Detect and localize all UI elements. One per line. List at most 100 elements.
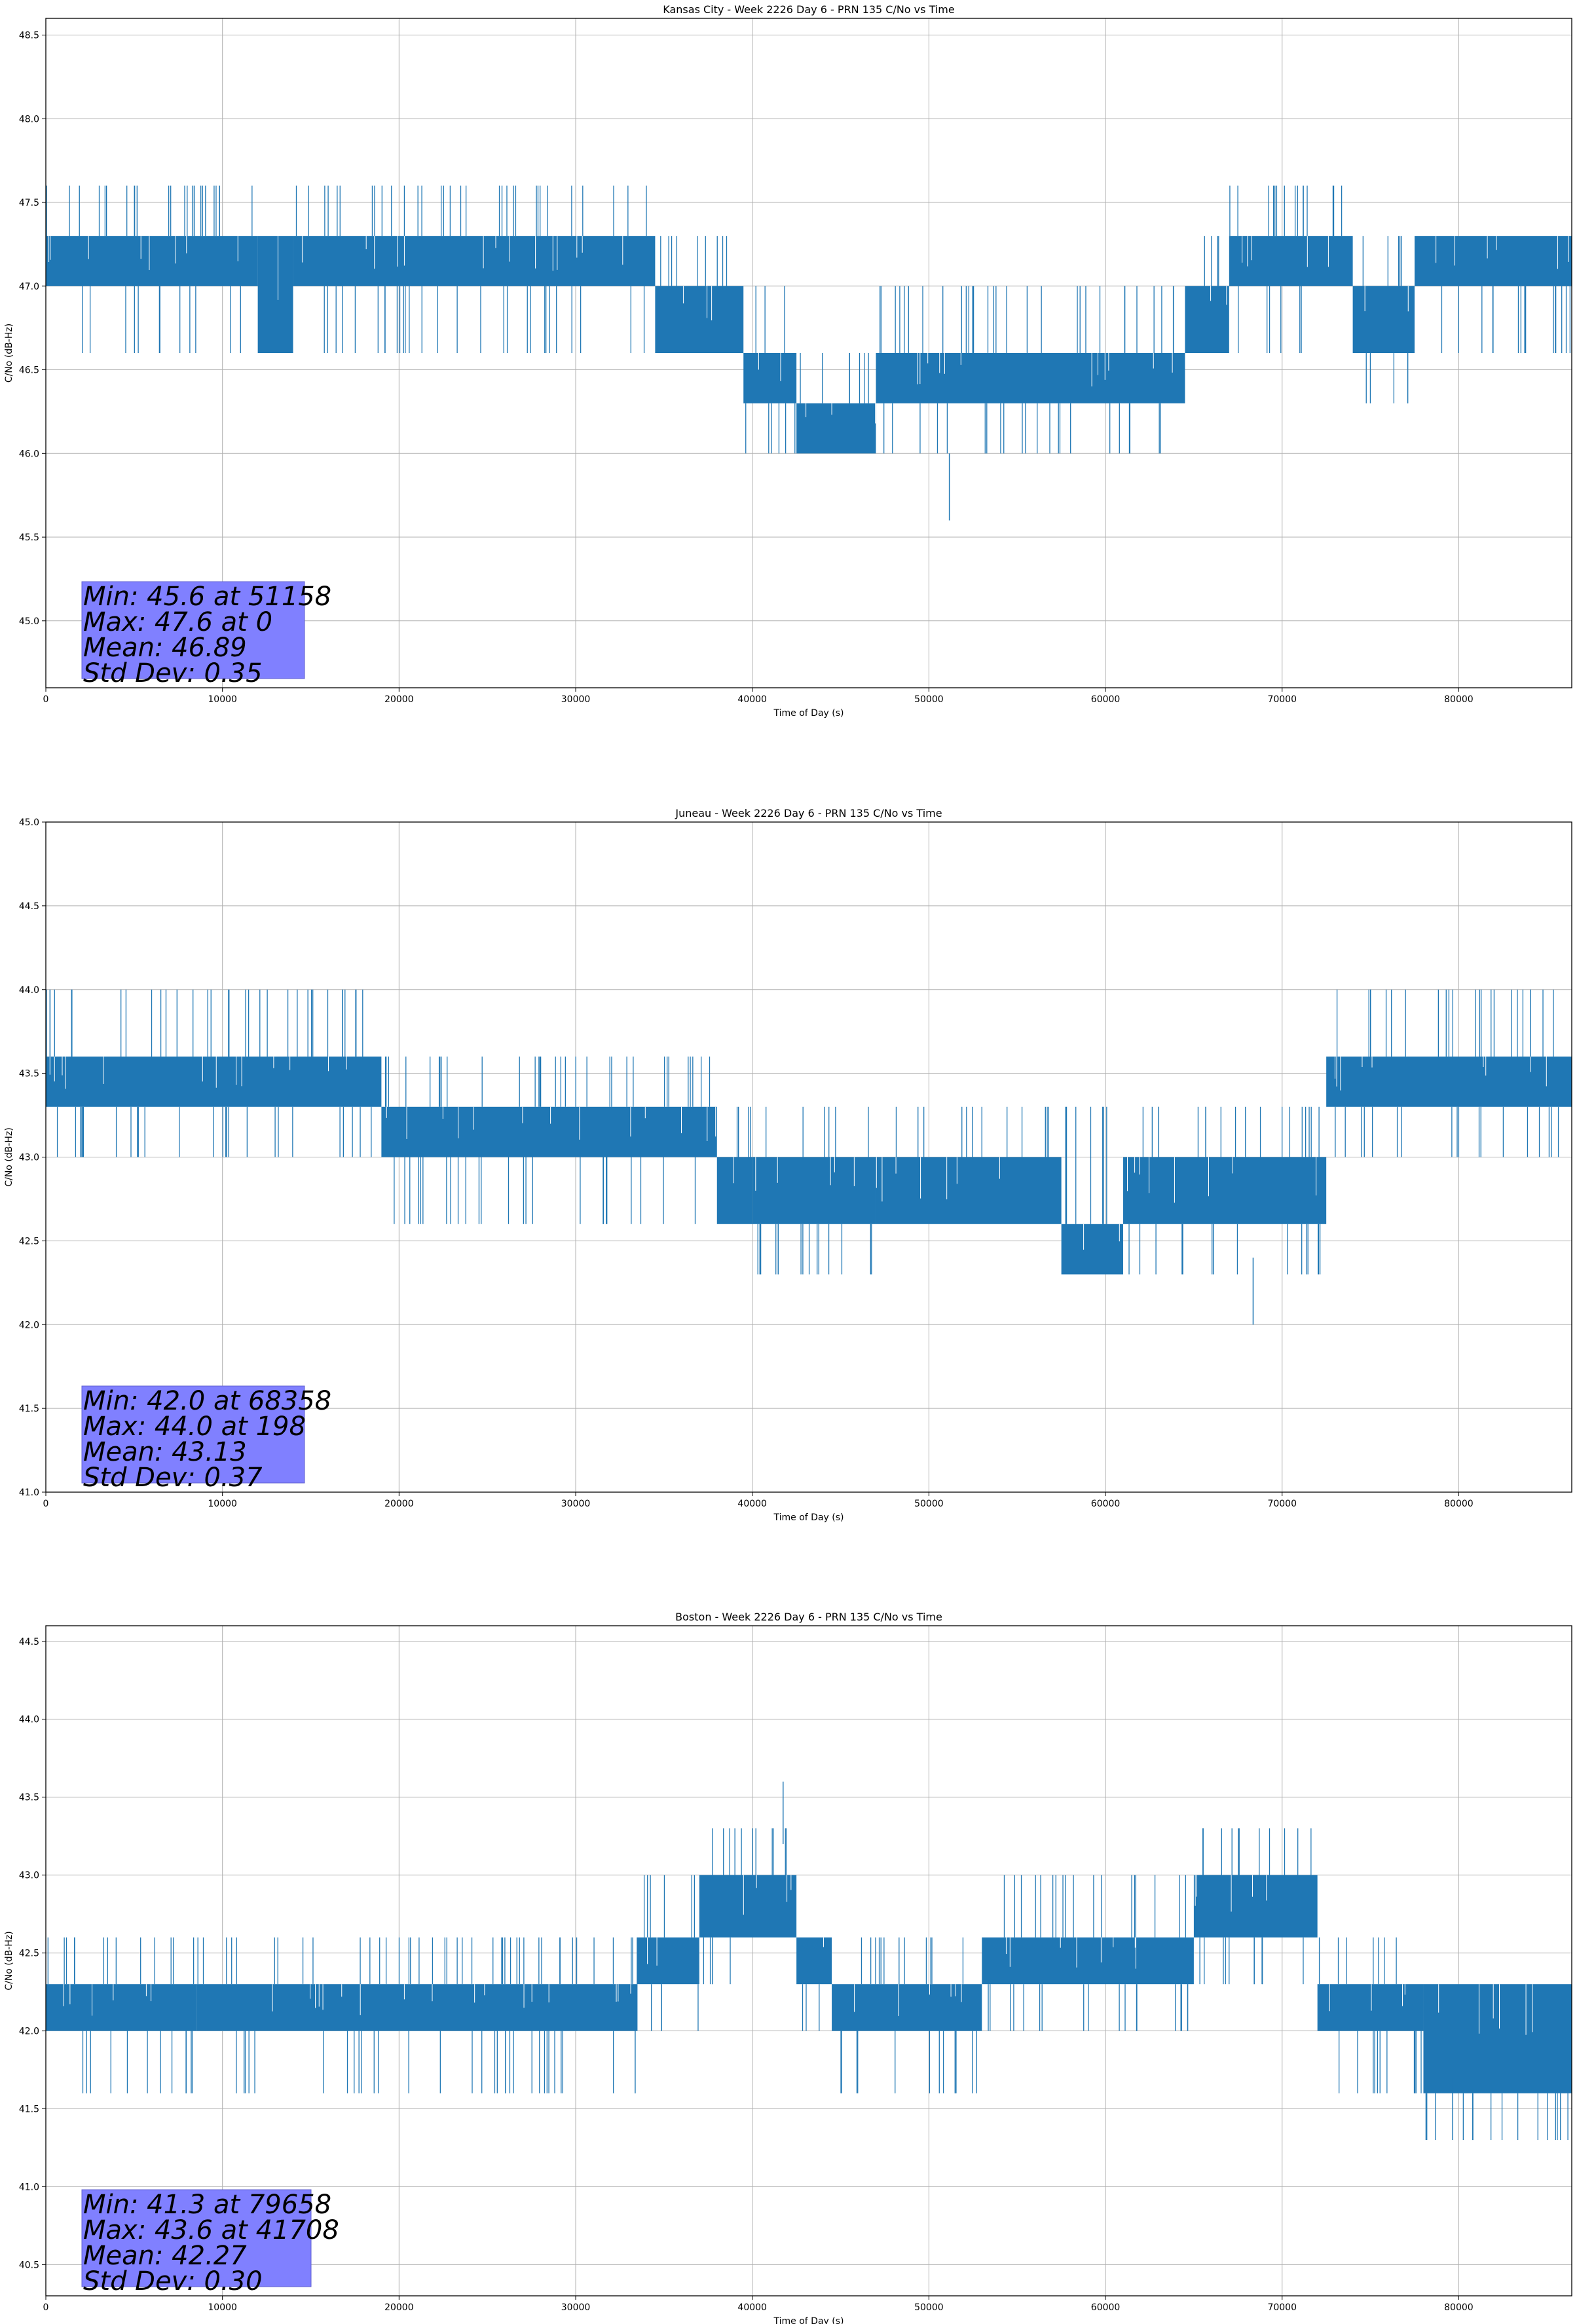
data-band [796, 403, 876, 454]
y-tick-label: 44.5 [19, 901, 39, 912]
x-tick-label: 10000 [208, 2302, 237, 2313]
x-tick-label: 10000 [208, 694, 237, 705]
x-tick-label: 20000 [384, 1499, 414, 1509]
data-band [1061, 1224, 1124, 1275]
x-tick-label: 40000 [737, 694, 767, 705]
x-tick-label: 20000 [384, 2302, 414, 2313]
y-tick-label: 44.0 [19, 1715, 39, 1725]
stats-line: Min: 42.0 at 68358 [83, 1386, 331, 1416]
y-tick-label: 45.0 [19, 616, 39, 627]
data-series [46, 1781, 1572, 2141]
chart-panel-0: 0 10000 20000 30000 40000 50000 60000 70000 8000… [4, 3, 1572, 719]
data-series [46, 185, 1572, 521]
y-tick-label: 41.5 [19, 1404, 39, 1414]
y-tick-label: 46.5 [19, 365, 39, 376]
stats-line: Max: 47.6 at 0 [83, 607, 272, 637]
chart-title: Juneau - Week 2226 Day 6 - PRN 135 C/No … [675, 807, 942, 819]
data-band [46, 236, 258, 286]
stats-line: Mean: 42.27 [83, 2241, 247, 2271]
stats-line: Mean: 43.13 [83, 1437, 247, 1467]
stats-box [81, 581, 305, 679]
y-tick-label: 42.5 [19, 1236, 39, 1246]
chart-title: Kansas City - Week 2226 Day 6 - PRN 135 … [663, 3, 954, 16]
data-band [743, 353, 797, 403]
stats-line: Min: 45.6 at 51158 [83, 582, 331, 612]
data-band [257, 236, 293, 353]
y-tick-label: 42.0 [19, 1320, 39, 1330]
data-band [46, 1984, 196, 2031]
data-band [1193, 1875, 1318, 1938]
x-tick-label: 80000 [1444, 1499, 1474, 1509]
y-tick-label: 44.0 [19, 985, 39, 996]
x-tick-label: 80000 [1444, 694, 1474, 705]
axes-frame [45, 1625, 1572, 2296]
x-tick-label: 40000 [737, 1499, 767, 1509]
data-band [982, 1937, 1194, 1985]
y-tick-label: 47.5 [19, 198, 39, 208]
data-band [637, 1937, 699, 1985]
y-tick-label: 43.5 [19, 1793, 39, 1803]
data-band [1185, 286, 1229, 353]
data-band [716, 1157, 752, 1224]
y-tick-label: 45.5 [19, 533, 39, 543]
stats-line: Min: 41.3 at 79658 [83, 2190, 331, 2220]
data-band [1414, 236, 1572, 286]
y-tick-label: 48.5 [19, 31, 39, 41]
y-axis-label: C/No (dB-Hz) [4, 1931, 14, 1990]
y-axis-label: C/No (dB-Hz) [4, 324, 14, 383]
data-band [1123, 1157, 1327, 1224]
x-tick-label: 70000 [1267, 2302, 1297, 2313]
x-tick-label: 70000 [1267, 694, 1297, 705]
stats-line: Std Dev: 0.37 [83, 1463, 263, 1493]
x-tick-label: 30000 [561, 2302, 591, 2313]
y-tick-label: 41.0 [19, 1488, 39, 1498]
stats-line: Max: 43.6 at 41708 [83, 2215, 339, 2245]
x-tick-label: 60000 [1091, 694, 1121, 705]
x-axis-label: Time of Day (s) [773, 1512, 844, 1523]
y-tick-label: 46.0 [19, 449, 39, 459]
y-tick-label: 42.0 [19, 2027, 39, 2037]
y-tick-label: 43.5 [19, 1069, 39, 1079]
x-tick-label: 20000 [384, 694, 414, 705]
chart-panel-1: 0 10000 20000 30000 40000 50000 60000 70000 8000… [4, 807, 1572, 1523]
y-tick-label: 48.0 [19, 114, 39, 124]
x-tick-label: 60000 [1091, 1499, 1121, 1509]
y-tick-label: 43.0 [19, 1153, 39, 1163]
x-tick-label: 0 [43, 694, 49, 705]
data-band [655, 286, 744, 353]
data-band [1352, 286, 1415, 353]
x-tick-label: 30000 [561, 1499, 591, 1509]
y-tick-label: 41.0 [19, 2182, 39, 2192]
x-tick-label: 50000 [914, 694, 944, 705]
chart-panel-2: 0 10000 20000 30000 40000 50000 60000 70000 8000… [4, 1611, 1572, 2324]
x-tick-label: 80000 [1444, 2302, 1474, 2313]
y-axis-label: C/No (dB-Hz) [4, 1127, 14, 1186]
data-band [381, 1106, 717, 1157]
x-tick-label: 0 [43, 2302, 49, 2313]
data-band [1229, 236, 1353, 286]
y-tick-label: 41.5 [19, 2105, 39, 2115]
x-tick-label: 40000 [737, 2302, 767, 2313]
y-tick-label: 45.0 [19, 817, 39, 828]
data-band [832, 1984, 982, 2031]
data-band [1423, 1984, 1572, 2093]
x-tick-label: 0 [43, 1499, 49, 1509]
data-band [876, 1157, 1062, 1224]
data-band [796, 1937, 832, 1985]
x-axis-label: Time of Day (s) [773, 708, 844, 719]
x-axis-label: Time of Day (s) [773, 2316, 844, 2324]
stats-box [81, 2189, 312, 2287]
x-tick-label: 50000 [914, 2302, 944, 2313]
stats-line: Mean: 46.89 [83, 633, 247, 663]
data-band [752, 1157, 876, 1224]
y-tick-label: 40.5 [19, 2260, 39, 2270]
data-band [46, 1057, 382, 1107]
x-tick-label: 70000 [1267, 1499, 1297, 1509]
data-band [876, 353, 1185, 403]
stats-line: Max: 44.0 at 198 [83, 1412, 306, 1442]
stats-line: Std Dev: 0.30 [83, 2266, 263, 2296]
data-band [196, 1984, 638, 2031]
stats-box [81, 1385, 305, 1484]
x-tick-label: 30000 [561, 694, 591, 705]
